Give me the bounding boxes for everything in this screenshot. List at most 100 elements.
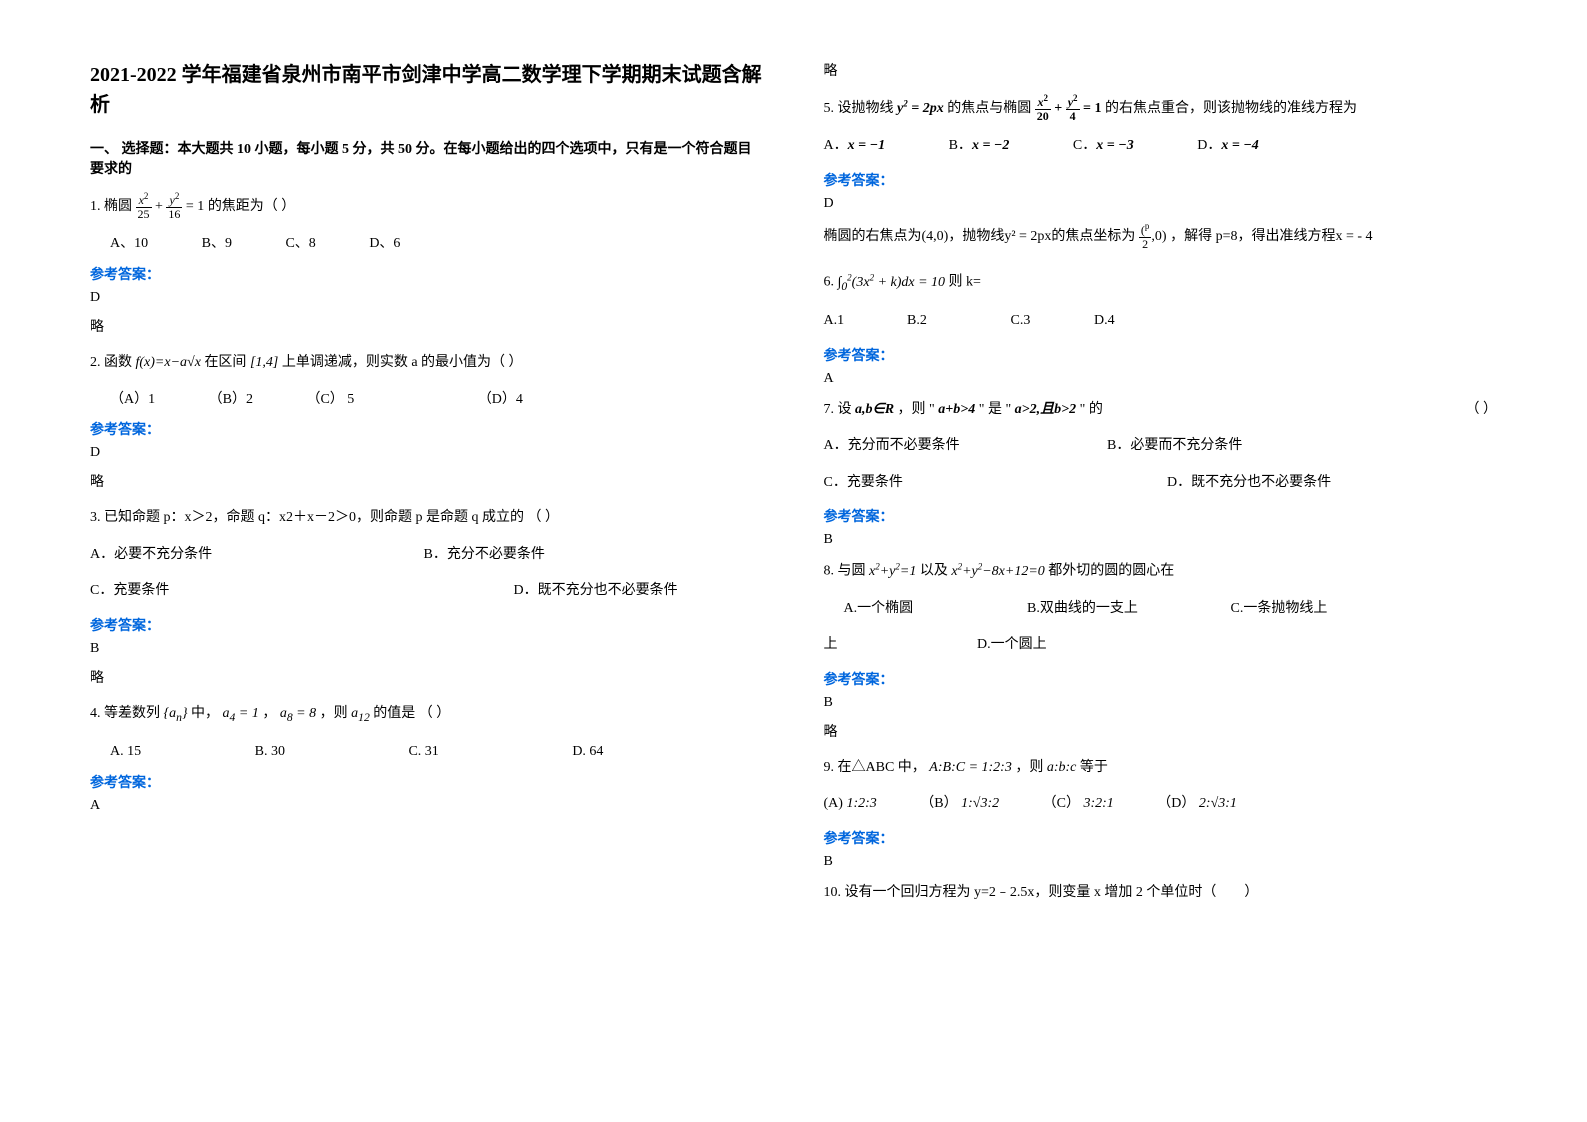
q8-options-row2: 上 D.一个圆上 (824, 632, 1498, 659)
question-9: 9. 在△ABC 中， A:B:C = 1:2:3 ，则 a:b:c 等于 (824, 755, 1498, 782)
question-2: 2. 函数 f(x)=x−a√x 在区间 [1,4] 上单调递减，则实数 a 的… (90, 350, 764, 377)
q5-optD: D． (1197, 138, 1221, 153)
question-8: 8. 与圆 x2+y2=1 以及 x2+y2−8x+12=0 都外切的圆的圆心在 (824, 558, 1498, 585)
q4-answer: A (90, 798, 764, 814)
q7-options-row2: C．充要条件 D．既不充分也不必要条件 (824, 470, 1498, 497)
q6-optD: D.4 (1094, 313, 1115, 328)
q8-circle2: x2+y2−8x+12=0 (951, 564, 1048, 579)
question-10: 10. 设有一个回归方程为 y=2﹣2.5x，则变量 x 增加 2 个单位时（ … (824, 880, 1498, 907)
q5-prefix: 5. 设抛物线 (824, 101, 894, 116)
q7-set: a,b∈R (855, 402, 894, 417)
q1-suffix: 的焦距为（ ） (208, 199, 296, 214)
q6-options: A.1 B.2 C.3 D.4 (824, 308, 1498, 335)
q9-ratio1: A:B:C = 1:2:3 (929, 760, 1015, 775)
q9-mid: ，则 (1015, 760, 1043, 775)
q5-explanation: 椭圆的右焦点为(4,0)，抛物线y² = 2px的焦点坐标为 (p2,0) ，解… (824, 222, 1498, 251)
q1-frac2: y216 (166, 192, 182, 221)
q8-optA: A.一个椭圆 (844, 596, 1024, 623)
q4-note: 略 (824, 60, 1498, 80)
q2-note: 略 (90, 471, 764, 491)
q1-answer-label: 参考答案： (90, 264, 764, 284)
q1-optB: B、9 (202, 231, 232, 258)
q2-suffix: 上单调递减，则实数 a 的最小值为（ ） (282, 355, 523, 370)
q7-mid2: " 是 " (979, 402, 1011, 417)
q8-answer: B (824, 695, 1498, 711)
q3-optD: D．既不充分也不必要条件 (514, 583, 678, 598)
q5-optC: C． (1073, 138, 1096, 153)
q7-mid3: " 的 (1080, 402, 1103, 417)
question-1: 1. 椭圆 x225 + y216 = 1 的焦距为（ ） (90, 192, 764, 221)
q2-optA: （A）1 (110, 387, 155, 414)
question-3: 3. 已知命题 p：x＞2，命题 q：x2＋x－2＞0，则命题 p 是命题 q … (90, 505, 764, 532)
q2-optB: （B）2 (209, 387, 253, 414)
q3-options-row2: C．充要条件 D．既不充分也不必要条件 (90, 578, 764, 605)
q4-answer-label: 参考答案： (90, 772, 764, 792)
q4-optC: C. 31 (408, 739, 438, 766)
q1-answer: D (90, 290, 764, 306)
q3-answer: B (90, 641, 764, 657)
q7-mid1: ，则 " (898, 402, 935, 417)
q9-answer-label: 参考答案： (824, 828, 1498, 848)
q9-suffix: 等于 (1080, 760, 1108, 775)
q4-optD: D. 64 (572, 739, 603, 766)
q2-func: f(x)=x−a√x (136, 355, 205, 370)
q8-optD: D.一个圆上 (977, 637, 1047, 652)
q2-prefix: 2. 函数 (90, 355, 132, 370)
left-column: 2021-2022 学年福建省泉州市南平市剑津中学高二数学理下学期期末试题含解析… (90, 60, 764, 1062)
q4-a8: a8 = 8 (280, 706, 316, 721)
q1-optC: C、8 (285, 231, 315, 258)
q2-answer: D (90, 445, 764, 461)
q2-answer-label: 参考答案： (90, 419, 764, 439)
q6-prefix: 6. (824, 275, 835, 290)
q9-optA: (A) (824, 796, 843, 811)
q9-optB: （B） (920, 796, 957, 811)
q5-plus: + (1054, 101, 1065, 116)
q8-mid: 以及 (920, 564, 948, 579)
q2-interval: [1,4] (250, 355, 278, 370)
q5-vC: x = −3 (1096, 138, 1133, 153)
q1-eq: = 1 (186, 199, 208, 214)
q9-ratio2: a:b:c (1047, 760, 1080, 775)
q3-optB: B．充分不必要条件 (424, 547, 545, 562)
q7-optB: B．必要而不充分条件 (1107, 438, 1242, 453)
q8-optC: C.一条抛物线上 (1231, 601, 1328, 616)
q8-note: 略 (824, 721, 1498, 741)
q7-optC: C．充要条件 (824, 470, 1164, 497)
q4-a12: a12 (351, 706, 370, 721)
q9-prefix: 9. 在△ABC 中， (824, 760, 926, 775)
question-7: 7. 设 a,b∈R ，则 " a+b>4 " 是 " a>2,且b>2 " 的… (824, 397, 1498, 424)
q7-answer-label: 参考答案： (824, 506, 1498, 526)
q4-mid3: ，则 (320, 706, 348, 721)
q9-optD: （D） (1157, 796, 1195, 811)
q4-optA: A. 15 (110, 739, 141, 766)
q5-exp-frac: (p2 (1139, 222, 1152, 251)
q8-opt-shang: 上 (824, 632, 974, 659)
q9-vA: 1:2:3 (846, 796, 876, 811)
q5-frac1: x220 (1035, 94, 1051, 123)
q4-suffix: 的值是 （ ） (373, 706, 450, 721)
q2-options: （A）1 （B）2 （C） 5 （D）4 (110, 387, 764, 414)
q5-optA: A． (824, 138, 848, 153)
q4-a4: a4 = 1 (223, 706, 259, 721)
q5-exp-paren: ,0) (1151, 229, 1166, 244)
q8-options-row1: A.一个椭圆 B.双曲线的一支上 C.一条抛物线上 (824, 596, 1498, 623)
q7-answer: B (824, 532, 1498, 548)
q7-prefix: 7. 设 (824, 402, 852, 417)
q4-options: A. 15 B. 30 C. 31 D. 64 (110, 739, 764, 766)
q5-answer: D (824, 196, 1498, 212)
q4-mid2: ， (262, 706, 276, 721)
q5-parab: y2 = 2px (897, 101, 947, 116)
q1-prefix: 1. 椭圆 (90, 199, 132, 214)
q5-exp-suffix: ，解得 p=8，得出准线方程x = - 4 (1170, 229, 1372, 244)
q3-optA: A．必要不充分条件 (90, 542, 420, 569)
q3-answer-label: 参考答案： (90, 615, 764, 635)
q8-answer-label: 参考答案： (824, 669, 1498, 689)
q5-optB: B． (949, 138, 972, 153)
q8-suffix: 都外切的圆的圆心在 (1048, 564, 1174, 579)
q5-suffix: 的右焦点重合，则该抛物线的准线方程为 (1105, 101, 1357, 116)
question-5: 5. 设抛物线 y2 = 2px 的焦点与椭圆 x220 + y24 = 1 的… (824, 94, 1498, 123)
q2-optC: （C） 5 (306, 387, 354, 414)
q9-vD: 2:√3:1 (1199, 796, 1237, 811)
q6-integral: ∫02(3x2 + k)dx = 10 (838, 275, 949, 290)
q6-suffix: 则 k= (949, 275, 981, 290)
